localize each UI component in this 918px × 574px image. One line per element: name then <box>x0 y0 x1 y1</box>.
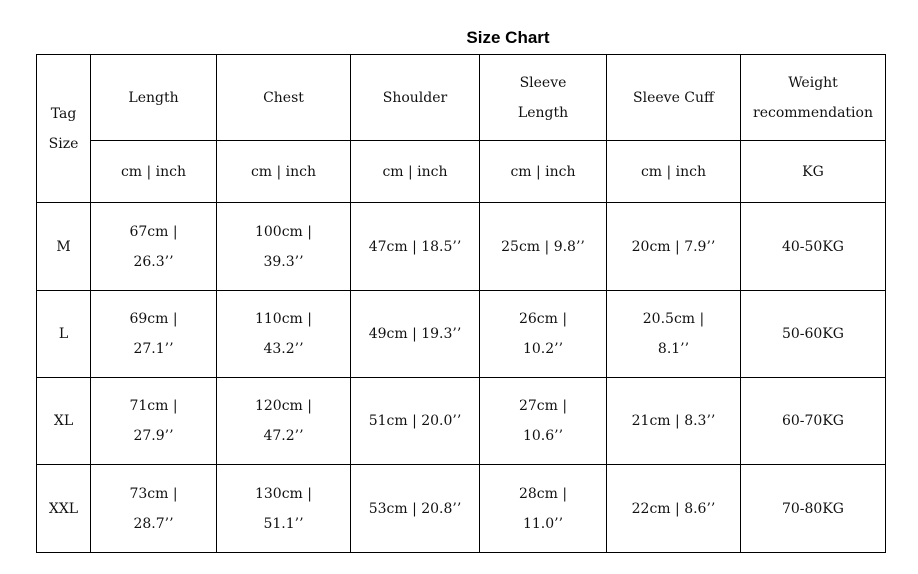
unit-cell: cm | inch <box>216 140 351 203</box>
table-row: XL 71cm | 27.9’’ 120cm | 47.2’’ 51cm | 2… <box>36 377 886 465</box>
value-cell: 27cm | 10.6’’ <box>479 377 607 465</box>
header-shoulder: Shoulder <box>350 54 480 141</box>
header-sleeve-cuff: Sleeve Cuff <box>606 54 741 141</box>
units-row: cm | inch cm | inch cm | inch cm | inch … <box>37 140 886 203</box>
value-cell: 20cm | 7.9’’ <box>606 202 741 291</box>
value-cell: 100cm | 39.3’’ <box>216 202 351 291</box>
value-cell: 73cm | 28.7’’ <box>90 464 217 553</box>
value-cell: 67cm | 26.3’’ <box>90 202 217 291</box>
value-cell: 25cm | 9.8’’ <box>479 202 607 291</box>
size-cell: M <box>36 202 91 291</box>
table-row: M 67cm | 26.3’’ 100cm | 39.3’’ 47cm | 18… <box>36 202 886 291</box>
value-cell: 130cm | 51.1’’ <box>216 464 351 553</box>
unit-cell: cm | inch <box>479 140 607 203</box>
value-cell: 21cm | 8.3’’ <box>606 377 741 465</box>
value-cell: 40-50KG <box>740 202 886 291</box>
size-cell: L <box>36 290 91 378</box>
unit-cell: cm | inch <box>606 140 741 203</box>
size-cell: XXL <box>36 464 91 553</box>
table-row: XXL 73cm | 28.7’’ 130cm | 51.1’’ 53cm | … <box>36 464 886 553</box>
unit-cell: KG <box>740 140 886 203</box>
header-sleeve-length: Sleeve Length <box>479 54 607 141</box>
header-chest: Chest <box>216 54 351 141</box>
unit-cell: cm | inch <box>90 140 217 203</box>
value-cell: 20.5cm | 8.1’’ <box>606 290 741 378</box>
value-cell: 22cm | 8.6’’ <box>606 464 741 553</box>
value-cell: 47cm | 18.5’’ <box>350 202 480 291</box>
table-row: L 69cm | 27.1’’ 110cm | 43.2’’ 49cm | 19… <box>36 290 886 378</box>
value-cell: 53cm | 20.8’’ <box>350 464 480 553</box>
unit-cell: cm | inch <box>350 140 480 203</box>
header-row: Tag Size Length Chest Shoulder Sleeve Le… <box>36 54 886 203</box>
value-cell: 69cm | 27.1’’ <box>90 290 217 378</box>
value-cell: 26cm | 10.2’’ <box>479 290 607 378</box>
value-cell: 120cm | 47.2’’ <box>216 377 351 465</box>
page-title: Size Chart <box>466 28 550 47</box>
value-cell: 51cm | 20.0’’ <box>350 377 480 465</box>
size-cell: XL <box>36 377 91 465</box>
header-length: Length <box>90 54 217 141</box>
value-cell: 110cm | 43.2’’ <box>216 290 351 378</box>
value-cell: 60-70KG <box>740 377 886 465</box>
header-tag-size: Tag Size <box>36 54 91 203</box>
size-chart-table: Tag Size Length Chest Shoulder Sleeve Le… <box>36 54 886 553</box>
value-cell: 50-60KG <box>740 290 886 378</box>
value-cell: 70-80KG <box>740 464 886 553</box>
header-weight: Weight recommendation <box>740 54 886 141</box>
value-cell: 28cm | 11.0’’ <box>479 464 607 553</box>
value-cell: 49cm | 19.3’’ <box>350 290 480 378</box>
value-cell: 71cm | 27.9’’ <box>90 377 217 465</box>
